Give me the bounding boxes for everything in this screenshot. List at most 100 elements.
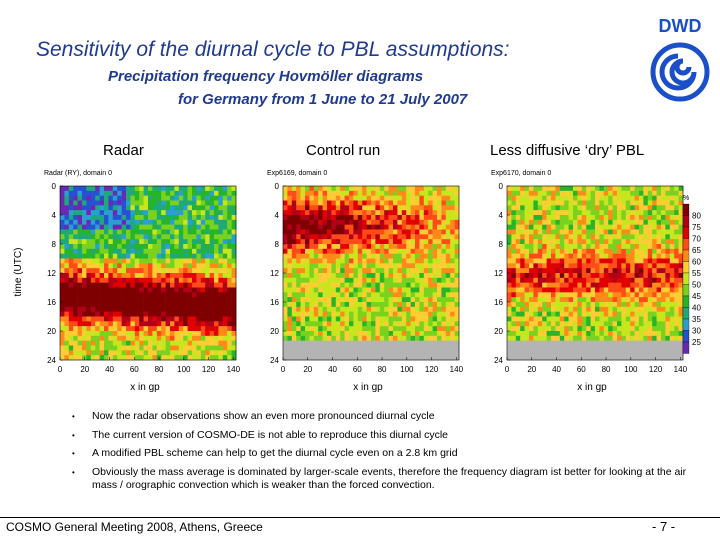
heatmap-cell — [428, 302, 433, 308]
heatmap-cell — [441, 239, 447, 245]
x-tick-label: 140 — [227, 365, 241, 374]
heatmap-cell — [515, 326, 521, 332]
heatmap-cell — [568, 239, 574, 245]
heatmap-cell — [90, 326, 96, 332]
heatmap-cell — [121, 282, 127, 288]
heatmap-cell — [99, 263, 105, 269]
heatmap-cell — [161, 287, 166, 293]
heatmap-cell — [64, 200, 70, 206]
heatmap-cell — [218, 239, 224, 245]
heatmap-cell — [130, 273, 136, 279]
heatmap-cell — [344, 345, 350, 351]
heatmap-cell — [599, 234, 605, 240]
heatmap-cell — [630, 331, 635, 337]
heatmap-cell — [406, 335, 411, 341]
heatmap-cell — [187, 292, 193, 298]
heatmap-cell — [450, 234, 455, 240]
heatmap-cell — [126, 234, 131, 240]
heatmap-cell — [178, 195, 184, 201]
heatmap-cell — [590, 210, 596, 216]
heatmap-cell — [678, 253, 684, 259]
heatmap-cell — [335, 311, 341, 317]
heatmap-cell — [674, 268, 679, 274]
heatmap-cell — [121, 210, 127, 216]
heatmap-cell — [617, 263, 622, 269]
heatmap-cell — [542, 331, 547, 337]
heatmap-cell — [170, 316, 175, 322]
heatmap-cell — [590, 253, 596, 259]
heatmap-cell — [665, 258, 671, 264]
heatmap-cell — [209, 234, 215, 240]
heatmap-cell — [187, 253, 193, 259]
heatmap-cell — [82, 340, 87, 346]
heatmap-cell — [529, 234, 534, 240]
heatmap-cell — [112, 335, 118, 341]
heatmap-cell — [349, 190, 354, 196]
heatmap-cell — [200, 219, 206, 225]
heatmap-cell — [388, 340, 394, 346]
heatmap-cell — [608, 200, 613, 206]
heatmap-cell — [95, 268, 100, 274]
heatmap-cell — [287, 215, 293, 221]
heatmap-cell — [515, 244, 521, 250]
heatmap-cell — [300, 311, 306, 317]
heatmap-cell — [397, 277, 403, 283]
heatmap-cell — [165, 345, 171, 351]
heatmap-cell — [209, 292, 215, 298]
heatmap-cell — [161, 190, 166, 196]
heatmap-cell — [656, 335, 662, 341]
heatmap-cell — [652, 186, 657, 192]
heatmap-cell — [152, 345, 158, 351]
heatmap-cell — [318, 277, 323, 283]
heatmap-cell — [300, 186, 306, 192]
heatmap-cell — [121, 239, 127, 245]
heatmap-cell — [595, 253, 600, 259]
heatmap-cell — [630, 302, 635, 308]
heatmap-cell — [511, 253, 517, 259]
heatmap-cell — [126, 302, 131, 308]
heatmap-cell — [283, 244, 288, 250]
heatmap-cell — [227, 219, 232, 225]
heatmap-cell — [437, 292, 442, 298]
heatmap-cell — [291, 219, 297, 225]
heatmap-cell — [507, 190, 512, 196]
heatmap-cell — [542, 350, 547, 356]
heatmap-cell — [529, 210, 534, 216]
heatmap-cell — [656, 277, 662, 283]
heatmap-cell — [643, 224, 649, 230]
heatmap-cell — [231, 205, 237, 211]
heatmap-cell — [90, 190, 96, 196]
heatmap-cell — [82, 316, 87, 322]
heatmap-cell — [647, 195, 653, 201]
heatmap-cell — [296, 258, 301, 264]
heatmap-cell — [643, 258, 649, 264]
heatmap-cell — [393, 186, 398, 192]
heatmap-cell — [608, 195, 613, 201]
heatmap-cell — [183, 205, 188, 211]
heatmap-cell — [296, 335, 301, 341]
heatmap-cell — [73, 244, 78, 250]
heatmap-cell — [639, 219, 644, 225]
heatmap-cell — [533, 326, 539, 332]
heatmap-cell — [564, 253, 569, 259]
heatmap-cell — [148, 219, 153, 225]
heatmap-cell — [441, 350, 447, 356]
heatmap-cell — [397, 282, 403, 288]
heatmap-cell — [423, 258, 429, 264]
heatmap-cell — [161, 210, 166, 216]
heatmap-cell — [134, 306, 140, 312]
heatmap-cell — [639, 224, 644, 230]
heatmap-cell — [577, 321, 583, 327]
heatmap-cell — [121, 263, 127, 269]
heatmap-cell — [419, 229, 425, 235]
heatmap-cell — [423, 234, 429, 240]
heatmap-cell — [108, 234, 114, 240]
heatmap-cell — [340, 340, 345, 346]
heatmap-cell — [126, 229, 131, 235]
heatmap-cell — [90, 229, 96, 235]
heatmap-cell — [95, 345, 100, 351]
heatmap-cell — [555, 215, 561, 221]
heatmap-cell — [599, 229, 605, 235]
heatmap-cell — [196, 321, 202, 327]
heatmap-cell — [143, 306, 149, 312]
